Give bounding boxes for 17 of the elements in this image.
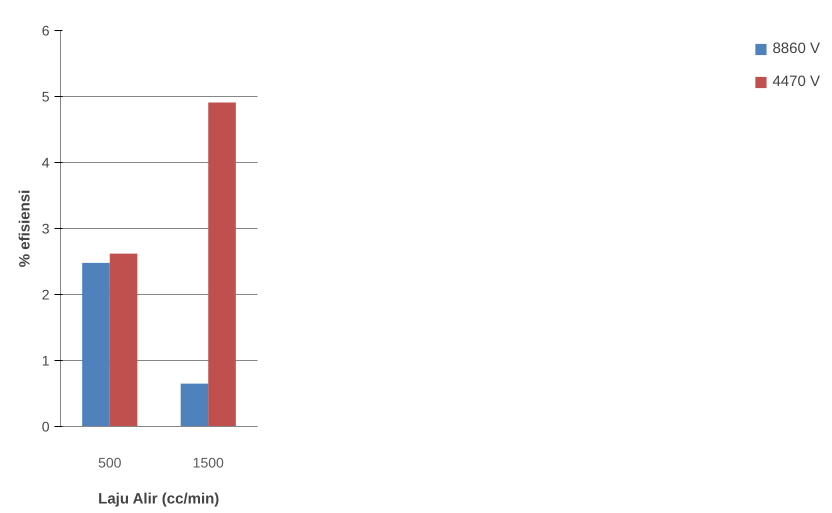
- y-tick-label: 4: [42, 154, 50, 170]
- bar: [208, 102, 236, 426]
- y-tick-label: 2: [42, 286, 50, 302]
- x-tick-label: 500: [98, 454, 122, 470]
- legend-label: 4470 V: [772, 73, 820, 90]
- bar: [110, 254, 138, 426]
- y-axis-title: % efisiensi: [16, 190, 34, 268]
- legend-label: 8860 V: [772, 40, 820, 57]
- y-tick-label: 1: [42, 352, 50, 368]
- y-tick-label: 3: [42, 220, 50, 236]
- x-tick-label: 1500: [192, 454, 224, 470]
- y-tick-label: 6: [42, 22, 50, 38]
- y-tick-label: 0: [42, 418, 50, 434]
- bar: [82, 262, 110, 426]
- x-axis-title: Laju Alir (cc/min): [98, 490, 220, 508]
- y-tick-label: 5: [42, 88, 50, 104]
- bar: [180, 384, 208, 426]
